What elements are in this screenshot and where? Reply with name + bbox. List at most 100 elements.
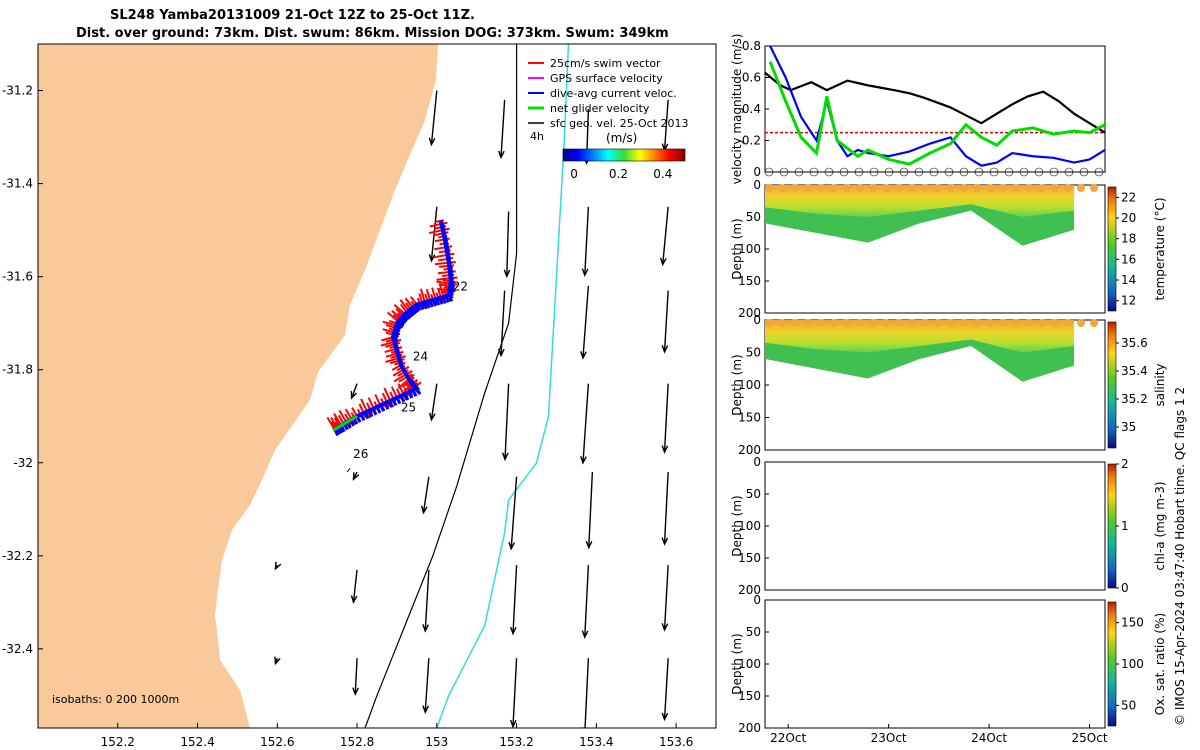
colorbar-unit: (m/s) — [606, 131, 637, 145]
panel-ylabel: Depth (m) — [730, 354, 744, 415]
colorbar-tick: 0.4 — [653, 167, 672, 181]
geo-velocity-vector — [581, 565, 590, 639]
colorbar-tick-label: 150 — [1121, 616, 1144, 630]
profile-marker — [929, 167, 939, 177]
map-xtick-label: 153 — [425, 735, 448, 749]
section-sample — [1077, 319, 1085, 327]
day-label: 25 — [401, 401, 416, 415]
panel-ytick-label: 150 — [738, 274, 761, 288]
panel-ytick-label: 0.6 — [742, 71, 761, 85]
section-sample — [895, 184, 903, 192]
section-sample — [947, 184, 955, 192]
profile-marker — [1049, 167, 1059, 177]
map-xtick-label: 152.8 — [340, 735, 374, 749]
section-sample — [973, 319, 981, 327]
panel-ytick-label: 150 — [738, 689, 761, 703]
section-sample — [882, 184, 890, 192]
day-label: 26 — [353, 447, 368, 461]
panel-frame — [764, 461, 1106, 591]
figure-title-line2: Dist. over ground: 73km. Dist. swum: 86k… — [76, 26, 669, 41]
map-xtick-label: 152.6 — [260, 735, 294, 749]
panel-ytick-label: 0.8 — [742, 39, 761, 53]
section-sample — [1077, 184, 1085, 192]
section-sample — [869, 184, 877, 192]
section-sample — [921, 319, 929, 327]
panel-colorbar — [1107, 463, 1117, 589]
colorbar-tick-label: 50 — [1121, 698, 1136, 712]
section-sample — [973, 184, 981, 192]
geo-velocity-vector — [352, 658, 359, 696]
profile-marker — [1019, 167, 1029, 177]
map-xtick-label: 152.4 — [180, 735, 214, 749]
time-tick-label: 24Oct — [971, 731, 1007, 745]
colorbar-tick-label: 35.2 — [1121, 392, 1148, 406]
profile-marker — [1034, 167, 1044, 177]
legend-dive: dive-avg current veloc. — [550, 87, 677, 100]
panel-ytick-label: 150 — [738, 551, 761, 565]
profile-marker — [884, 167, 894, 177]
day-marker — [346, 467, 351, 473]
profile-marker — [794, 167, 804, 177]
section-sample — [843, 184, 851, 192]
colorbar-tick-label: 35.6 — [1121, 336, 1148, 350]
velocity-series-line — [768, 61, 1106, 166]
geo-velocity-vector — [350, 569, 358, 604]
isobath-200m — [364, 44, 518, 728]
section-sample — [869, 319, 877, 327]
geo-velocity-vector — [661, 383, 669, 454]
geo-velocity-vector — [422, 658, 430, 714]
panel-ytick-label: 0 — [753, 593, 761, 607]
profile-marker — [839, 167, 849, 177]
panel-ytick-label: 200 — [738, 443, 761, 457]
figure-title-line1: SL248 Yamba20131009 21-Oct 12Z to 25-Oct… — [110, 8, 475, 23]
isobath-note: isobaths: 0 200 1000m — [52, 693, 179, 706]
legend-swim: 25cm/s swim vector — [550, 57, 661, 70]
map-ytick-label: -32.4 — [2, 642, 33, 656]
day-label: 24 — [413, 349, 428, 363]
panel-ytick-label: 100 — [738, 378, 761, 392]
section-sample — [804, 184, 812, 192]
speed-colorbar — [562, 148, 686, 162]
legend-net: net glider velocity — [550, 102, 650, 115]
panel-ytick-label: 50 — [746, 210, 761, 224]
section-sample — [817, 184, 825, 192]
panel-ytick-label: 0.2 — [742, 134, 761, 148]
profile-marker — [914, 167, 924, 177]
geo-velocity-vector — [352, 471, 360, 481]
geo-velocity-vector — [501, 383, 510, 462]
geo-velocity-vector — [274, 656, 281, 666]
colorbar-tick: 0.2 — [609, 167, 628, 181]
section-sample — [1090, 319, 1098, 327]
profile-marker — [1079, 167, 1089, 177]
map-ytick-label: -31.6 — [2, 270, 33, 284]
section-sample — [1064, 319, 1072, 327]
section-sample — [1012, 319, 1020, 327]
section-sample — [947, 319, 955, 327]
geo-velocity-vector — [580, 285, 590, 360]
section-sample — [1038, 184, 1046, 192]
geo-velocity-vector — [585, 472, 594, 550]
section-sample — [921, 184, 929, 192]
profile-marker — [899, 167, 909, 177]
section-sample — [765, 319, 773, 327]
map-panel: 22 24 25 26 152.2 152.4 152.6 152.8 153 153.2 153… — [2, 43, 717, 749]
geo-velocity-vector — [350, 383, 358, 400]
colorbar-tick-label: 35.4 — [1121, 364, 1148, 378]
geo-velocity-vector — [498, 99, 506, 160]
section-sample — [1038, 319, 1046, 327]
section-sample — [843, 319, 851, 327]
geo-velocity-vector — [581, 658, 590, 728]
colorbar-tick-label: 22 — [1121, 190, 1136, 204]
colorbar-tick-label: 12 — [1121, 294, 1136, 308]
velocity-series-line — [764, 71, 1106, 134]
map-xtick-label: 153.4 — [579, 735, 613, 749]
panel-ylabel: Depth (m) — [730, 218, 744, 279]
credit-text: © IMOS 15-Apr-2024 03:47:40 Hobart time.… — [1173, 387, 1187, 726]
geo-velocity-vector — [428, 90, 438, 147]
geo-velocity-vector — [429, 383, 438, 422]
section-sample — [1025, 319, 1033, 327]
panel-ytick-label: 100 — [738, 657, 761, 671]
colorbar-tick-label: 100 — [1121, 657, 1144, 671]
